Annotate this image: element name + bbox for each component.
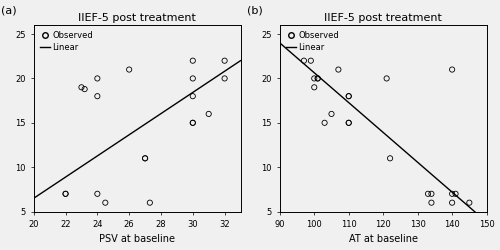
Point xyxy=(189,59,197,63)
Point xyxy=(102,201,110,205)
Point xyxy=(448,68,456,71)
Point xyxy=(78,85,86,89)
Point xyxy=(320,121,328,125)
Point xyxy=(300,59,308,63)
Point xyxy=(448,201,456,205)
Point xyxy=(141,156,149,160)
Point xyxy=(189,94,197,98)
Point xyxy=(62,192,70,196)
Point xyxy=(452,192,460,196)
Point xyxy=(94,76,102,80)
Point xyxy=(386,156,394,160)
Point xyxy=(62,192,70,196)
Point xyxy=(141,156,149,160)
Point xyxy=(189,76,197,80)
Text: (b): (b) xyxy=(246,6,262,16)
Point xyxy=(344,94,352,98)
Point xyxy=(448,192,456,196)
Point xyxy=(220,76,228,80)
Point xyxy=(94,192,102,196)
Point xyxy=(310,85,318,89)
X-axis label: AT at baseline: AT at baseline xyxy=(348,234,418,244)
Point xyxy=(344,121,352,125)
Point xyxy=(146,201,154,205)
Point xyxy=(314,76,322,80)
Point xyxy=(428,192,436,196)
Point xyxy=(424,192,432,196)
Point xyxy=(204,112,212,116)
Point xyxy=(80,87,88,91)
Point xyxy=(314,76,322,80)
Point xyxy=(307,59,315,63)
Legend: Observed, Linear: Observed, Linear xyxy=(284,29,341,53)
Point xyxy=(466,201,473,205)
Point xyxy=(382,76,390,80)
Title: IIEF-5 post treatment: IIEF-5 post treatment xyxy=(78,13,196,23)
Point xyxy=(328,112,336,116)
Point xyxy=(189,121,197,125)
Title: IIEF-5 post treatment: IIEF-5 post treatment xyxy=(324,13,442,23)
Point xyxy=(220,59,228,63)
Point xyxy=(94,94,102,98)
Point xyxy=(125,68,133,71)
Text: (a): (a) xyxy=(0,6,16,16)
Point xyxy=(310,76,318,80)
Point xyxy=(428,201,436,205)
Point xyxy=(334,68,342,71)
Point xyxy=(189,121,197,125)
Point xyxy=(344,94,352,98)
Point xyxy=(344,121,352,125)
Legend: Observed, Linear: Observed, Linear xyxy=(38,29,94,53)
X-axis label: PSV at baseline: PSV at baseline xyxy=(99,234,175,244)
